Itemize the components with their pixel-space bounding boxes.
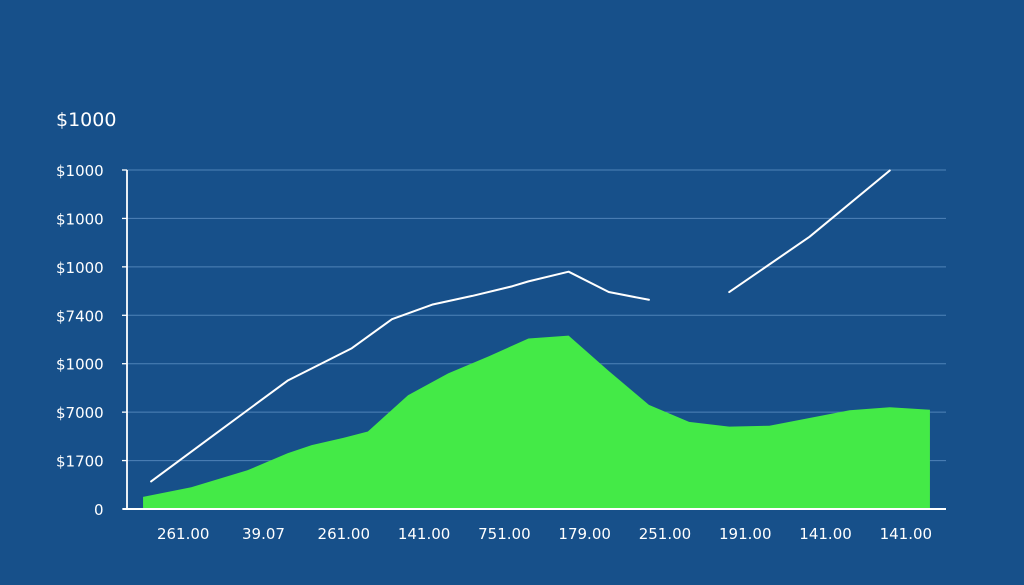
x-tick-label: 141.00 — [799, 525, 852, 543]
y-tick-layer: 0 $1700 $7000 $1000 $7400 $1000 $1000 $1000 — [56, 162, 104, 519]
y-tick-label: $1000 — [56, 356, 104, 374]
y-tick-label: $1700 — [56, 453, 104, 471]
y-tick-label: $1000 — [56, 162, 104, 180]
line-layer — [150, 169, 891, 483]
x-tick-label: 261.00 — [157, 525, 210, 543]
x-tick-label: 261.00 — [318, 525, 371, 543]
x-tick-label: 141.00 — [398, 525, 451, 543]
chart-title: $1000 — [56, 109, 116, 131]
y-tick-label: $7400 — [56, 307, 104, 325]
line-series-2 — [728, 169, 891, 294]
y-tick-label: $7000 — [56, 404, 104, 422]
x-tick-label: 751.00 — [478, 525, 531, 543]
x-tick-label: 251.00 — [639, 525, 692, 543]
x-tick-label: 179.00 — [558, 525, 611, 543]
x-tick-label: 141.00 — [880, 525, 933, 543]
area-series — [143, 335, 930, 509]
y-tick-label: $1000 — [56, 210, 104, 228]
y-tick-label: $1000 — [56, 259, 104, 277]
axis-layer — [122, 169, 946, 510]
line-series-1 — [150, 270, 650, 483]
y-tick-label: 0 — [94, 501, 104, 519]
x-tick-layer: 261.00 39.07 261.00 141.00 751.00 179.00 251.0… — [157, 525, 932, 543]
x-tick-label: 39.07 — [242, 525, 285, 543]
area-layer — [143, 335, 930, 509]
x-tick-label: 191.00 — [719, 525, 772, 543]
